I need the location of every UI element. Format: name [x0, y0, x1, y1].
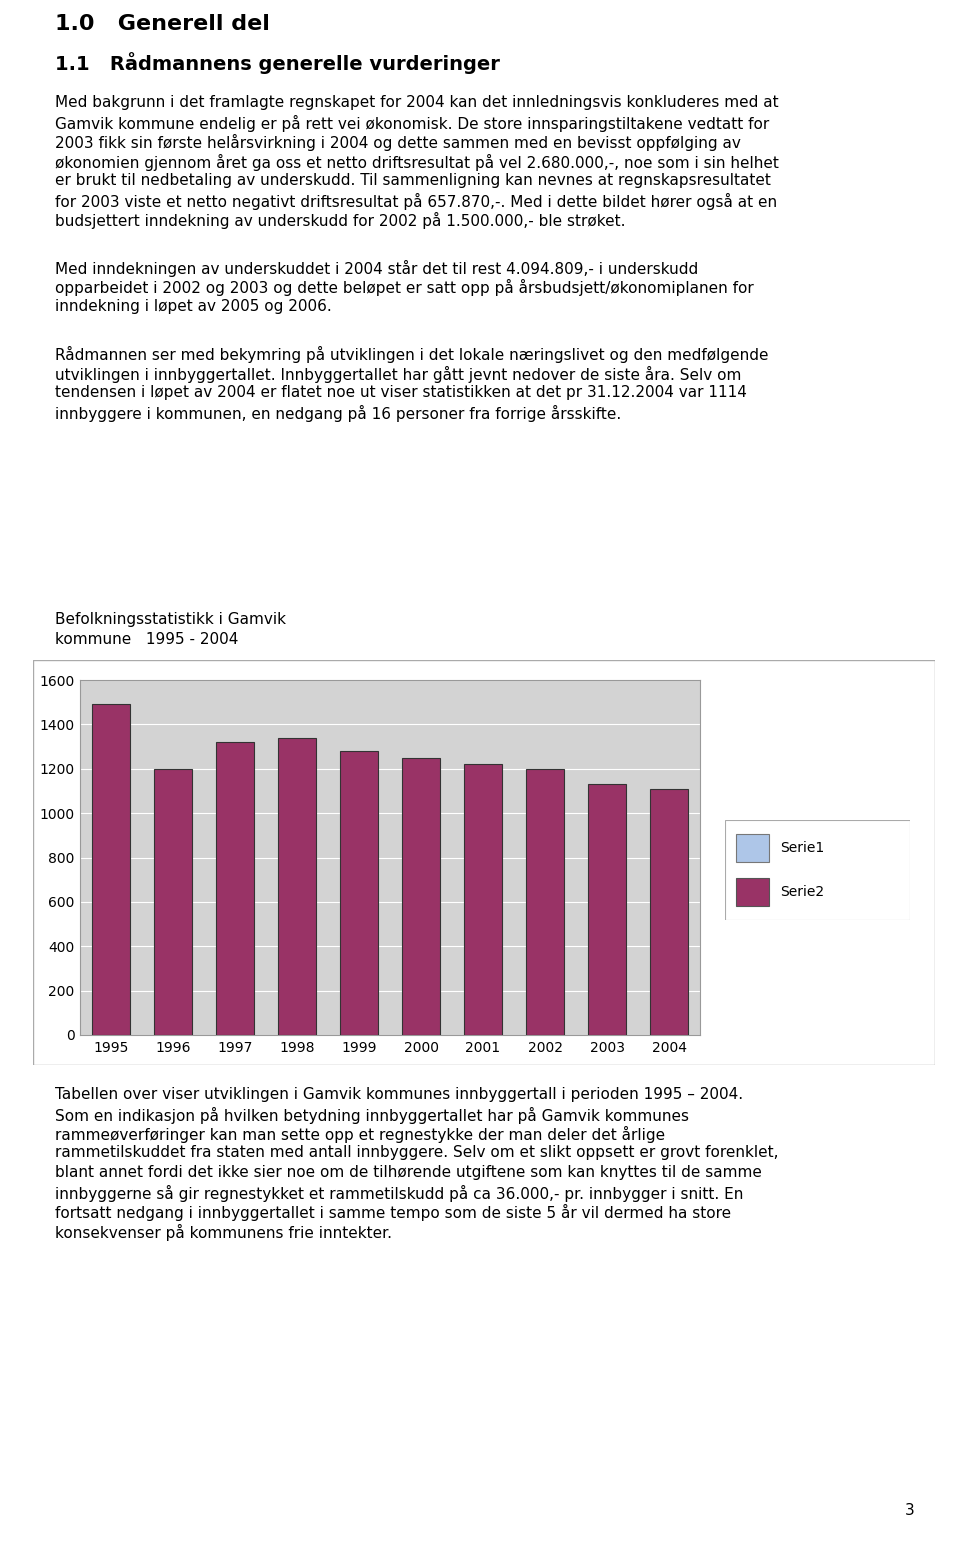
Bar — [651, 788, 687, 1035]
Text: Befolkningsstatistikk i Gamvik: Befolkningsstatistikk i Gamvik — [55, 613, 286, 626]
Text: rammetilskuddet fra staten med antall innbyggere. Selv om et slikt oppsett er gr: rammetilskuddet fra staten med antall in… — [55, 1145, 779, 1160]
Text: rammeøverføringer kan man sette opp et regnestykke der man deler det årlige: rammeøverføringer kan man sette opp et r… — [55, 1126, 665, 1143]
Text: Serie2: Serie2 — [780, 886, 825, 900]
Text: innbyggerne så gir regnestykket et rammetilskudd på ca 36.000,- pr. innbygger i : innbyggerne så gir regnestykket et ramme… — [55, 1185, 743, 1202]
Text: innbyggere i kommunen, en nedgang på 16 personer fra forrige årsskifte.: innbyggere i kommunen, en nedgang på 16 … — [55, 404, 621, 421]
Bar — [155, 768, 192, 1035]
Text: Som en indikasjon på hvilken betydning innbyggertallet har på Gamvik kommunes: Som en indikasjon på hvilken betydning i… — [55, 1106, 689, 1123]
Text: utviklingen i innbyggertallet. Innbyggertallet har gått jevnt nedover de siste å: utviklingen i innbyggertallet. Innbygger… — [55, 366, 741, 383]
Bar — [92, 705, 130, 1035]
Bar — [588, 784, 626, 1035]
Bar — [465, 764, 502, 1035]
Bar — [341, 751, 377, 1035]
Text: Serie1: Serie1 — [780, 841, 825, 855]
Text: er brukt til nedbetaling av underskudd. Til sammenligning kan nevnes at regnskap: er brukt til nedbetaling av underskudd. … — [55, 173, 771, 188]
Text: Tabellen over viser utviklingen i Gamvik kommunes innbyggertall i perioden 1995 : Tabellen over viser utviklingen i Gamvik… — [55, 1086, 743, 1102]
Bar — [278, 738, 316, 1035]
Bar — [216, 742, 253, 1035]
Text: konsekvenser på kommunens frie inntekter.: konsekvenser på kommunens frie inntekter… — [55, 1224, 392, 1241]
Bar — [526, 768, 564, 1035]
Text: 1.1   Rådmannens generelle vurderinger: 1.1 Rådmannens generelle vurderinger — [55, 52, 500, 74]
Bar — [402, 758, 440, 1035]
Text: opparbeidet i 2002 og 2003 og dette beløpet er satt opp på årsbudsjett/økonomipl: opparbeidet i 2002 og 2003 og dette belø… — [55, 279, 754, 296]
Text: Med inndekningen av underskuddet i 2004 står det til rest 4.094.809,- i undersku: Med inndekningen av underskuddet i 2004 … — [55, 259, 698, 276]
Text: Gamvik kommune endelig er på rett vei økonomisk. De store innsparingstiltakene v: Gamvik kommune endelig er på rett vei øk… — [55, 114, 769, 131]
Text: blant annet fordi det ikke sier noe om de tilhørende utgiftene som kan knyttes t: blant annet fordi det ikke sier noe om d… — [55, 1165, 762, 1180]
Text: Rådmannen ser med bekymring på utviklingen i det lokale næringslivet og den medf: Rådmannen ser med bekymring på utvikling… — [55, 346, 769, 363]
Text: inndekning i løpet av 2005 og 2006.: inndekning i løpet av 2005 og 2006. — [55, 298, 332, 313]
Text: Med bakgrunn i det framlagte regnskapet for 2004 kan det innledningsvis konklude: Med bakgrunn i det framlagte regnskapet … — [55, 96, 779, 110]
Text: økonomien gjennom året ga oss et netto driftsresultat på vel 2.680.000,-, noe so: økonomien gjennom året ga oss et netto d… — [55, 153, 779, 171]
Text: kommune   1995 - 2004: kommune 1995 - 2004 — [55, 633, 238, 647]
Bar — [736, 835, 769, 863]
Text: 3: 3 — [905, 1503, 915, 1518]
Text: tendensen i løpet av 2004 er flatet noe ut viser statistikken at det pr 31.12.20: tendensen i løpet av 2004 er flatet noe … — [55, 386, 747, 400]
Text: 1.0   Generell del: 1.0 Generell del — [55, 14, 270, 34]
Bar — [736, 878, 769, 906]
Text: for 2003 viste et netto negativt driftsresultat på 657.870,-. Med i dette bildet: for 2003 viste et netto negativt driftsr… — [55, 193, 778, 210]
Text: 2003 fikk sin første helårsvirkning i 2004 og dette sammen med en bevisst oppføl: 2003 fikk sin første helårsvirkning i 20… — [55, 134, 741, 151]
Text: budsjettert inndekning av underskudd for 2002 på 1.500.000,- ble strøket.: budsjettert inndekning av underskudd for… — [55, 211, 626, 228]
Text: fortsatt nedgang i innbyggertallet i samme tempo som de siste 5 år vil dermed ha: fortsatt nedgang i innbyggertallet i sam… — [55, 1204, 732, 1221]
